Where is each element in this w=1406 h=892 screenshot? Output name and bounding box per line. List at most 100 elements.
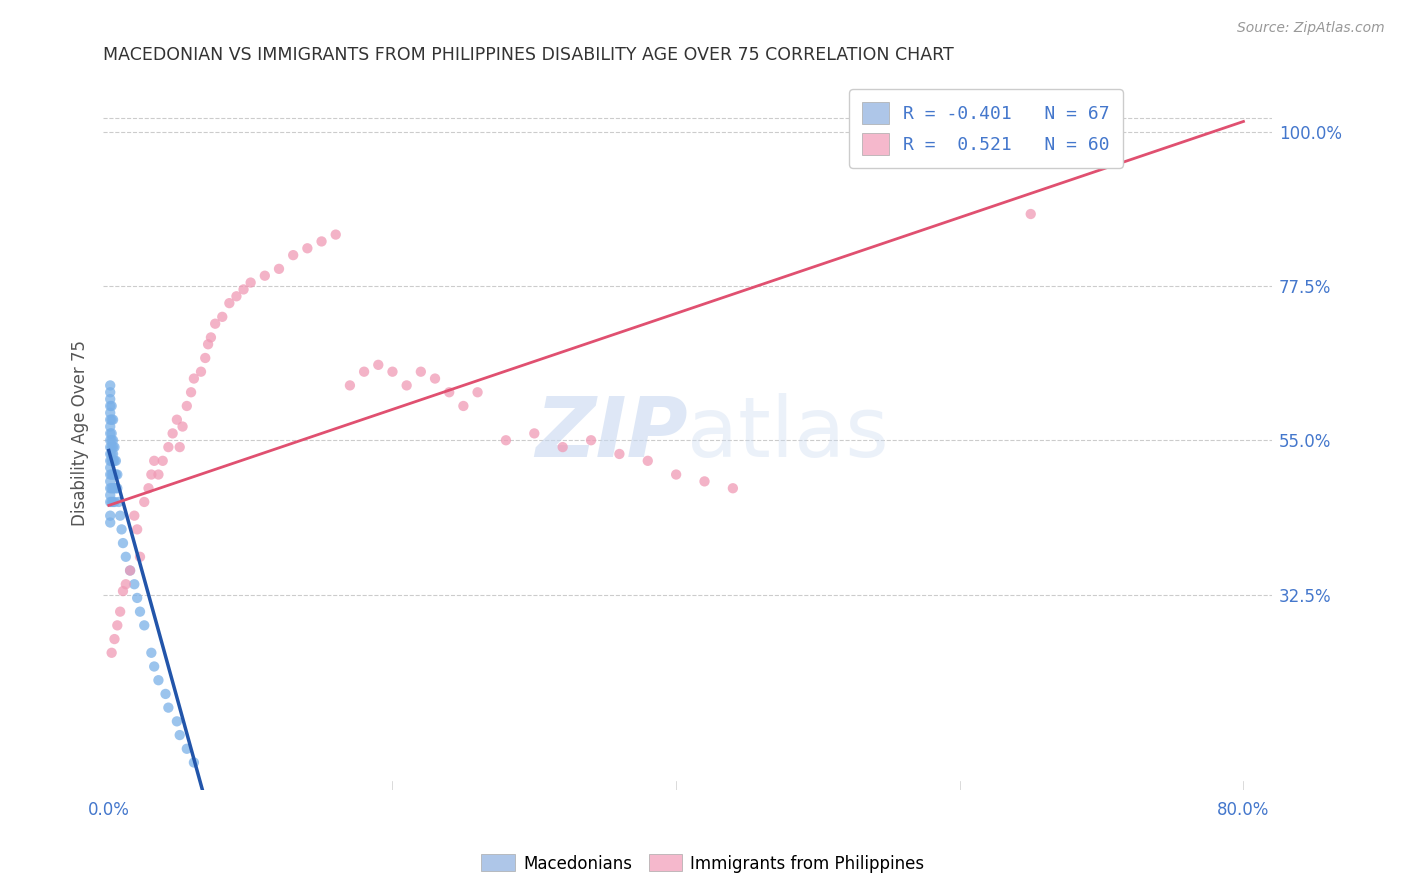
Point — [129, 549, 152, 564]
Point — [200, 330, 222, 344]
Point — [225, 289, 247, 303]
Point — [148, 467, 170, 482]
Point — [183, 371, 205, 385]
Point — [111, 536, 134, 550]
Point — [98, 508, 121, 523]
Point — [98, 412, 121, 426]
Point — [129, 605, 152, 619]
Point — [579, 434, 602, 448]
Point — [103, 467, 125, 482]
Point — [693, 475, 716, 489]
Point — [183, 756, 205, 770]
Point — [101, 447, 124, 461]
Point — [134, 618, 156, 632]
Point — [104, 467, 127, 482]
Point — [98, 419, 121, 434]
Point — [101, 434, 124, 448]
Text: MACEDONIAN VS IMMIGRANTS FROM PHILIPPINES DISABILITY AGE OVER 75 CORRELATION CHA: MACEDONIAN VS IMMIGRANTS FROM PHILIPPINE… — [103, 46, 953, 64]
Point — [157, 700, 180, 714]
Point — [108, 605, 131, 619]
Legend: Macedonians, Immigrants from Philippines: Macedonians, Immigrants from Philippines — [475, 847, 931, 880]
Text: ZIP: ZIP — [534, 392, 688, 474]
Point — [98, 406, 121, 420]
Point — [409, 365, 432, 379]
Point — [148, 673, 170, 688]
Point — [98, 399, 121, 413]
Point — [325, 227, 347, 242]
Point — [111, 584, 134, 599]
Point — [267, 261, 290, 276]
Point — [98, 481, 121, 495]
Point — [176, 741, 198, 756]
Point — [103, 632, 125, 646]
Point — [162, 426, 184, 441]
Point — [98, 385, 121, 400]
Point — [101, 467, 124, 482]
Point — [108, 508, 131, 523]
Point — [157, 440, 180, 454]
Point — [114, 577, 136, 591]
Point — [105, 467, 128, 482]
Point — [100, 481, 122, 495]
Point — [110, 522, 132, 536]
Point — [100, 399, 122, 413]
Point — [172, 419, 194, 434]
Legend: R = -0.401   N = 67, R =  0.521   N = 60: R = -0.401 N = 67, R = 0.521 N = 60 — [849, 89, 1122, 168]
Point — [107, 495, 129, 509]
Point — [339, 378, 361, 392]
Point — [103, 481, 125, 495]
Point — [100, 495, 122, 509]
Point — [169, 728, 191, 742]
Point — [166, 714, 188, 729]
Point — [103, 495, 125, 509]
Point — [120, 564, 142, 578]
Point — [155, 687, 177, 701]
Point — [98, 454, 121, 468]
Point — [523, 426, 546, 441]
Point — [100, 646, 122, 660]
Point — [1019, 207, 1042, 221]
Point — [197, 337, 219, 351]
Point — [190, 365, 212, 379]
Point — [721, 481, 744, 495]
Point — [353, 365, 375, 379]
Point — [101, 440, 124, 454]
Point — [637, 454, 659, 468]
Point — [169, 440, 191, 454]
Point — [101, 495, 124, 509]
Point — [100, 434, 122, 448]
Point — [239, 276, 262, 290]
Point — [143, 659, 166, 673]
Point — [105, 618, 128, 632]
Point — [176, 399, 198, 413]
Point — [98, 460, 121, 475]
Point — [104, 454, 127, 468]
Point — [152, 454, 174, 468]
Point — [105, 481, 128, 495]
Point — [232, 282, 254, 296]
Point — [124, 508, 146, 523]
Point — [134, 495, 156, 509]
Point — [141, 467, 163, 482]
Point — [437, 385, 460, 400]
Point — [101, 412, 124, 426]
Point — [211, 310, 233, 324]
Point — [98, 440, 121, 454]
Point — [98, 426, 121, 441]
Point — [141, 646, 163, 660]
Point — [551, 440, 574, 454]
Point — [467, 385, 489, 400]
Point — [101, 454, 124, 468]
Point — [98, 516, 121, 530]
Point — [98, 467, 121, 482]
Point — [124, 577, 146, 591]
Point — [194, 351, 217, 365]
Point — [100, 467, 122, 482]
Point — [100, 454, 122, 468]
Point — [297, 241, 319, 255]
Point — [283, 248, 305, 262]
Point — [367, 358, 389, 372]
Point — [98, 475, 121, 489]
Point — [495, 434, 517, 448]
Point — [103, 454, 125, 468]
